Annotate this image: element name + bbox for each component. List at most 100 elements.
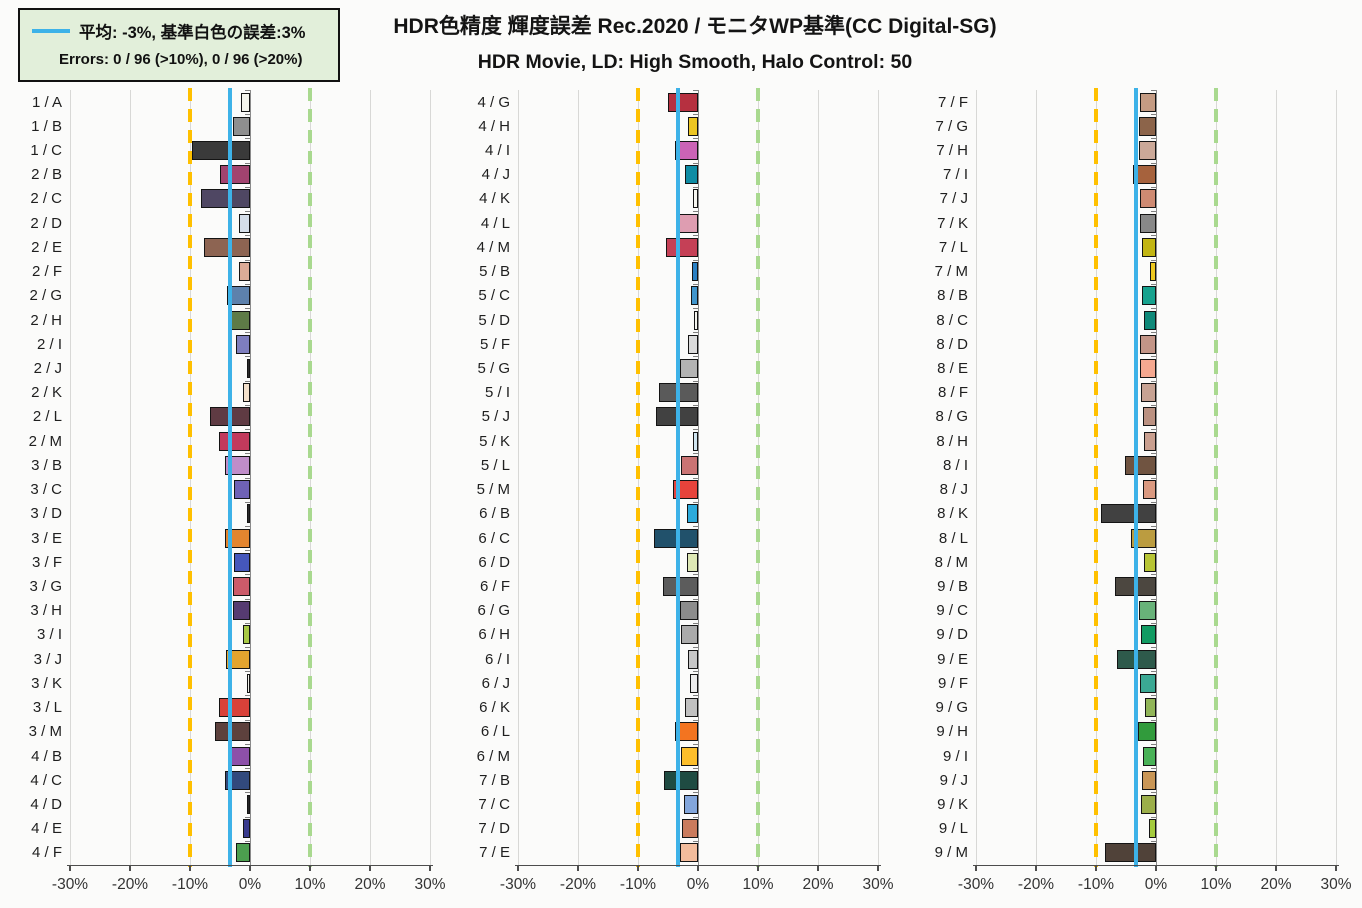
row-label: 9 / L (938, 820, 968, 838)
bar-5J (656, 407, 698, 427)
category-tick (692, 622, 698, 624)
bar-8K (1100, 504, 1156, 524)
bar-3G (232, 576, 250, 596)
bar-4K (693, 189, 698, 209)
category-tick (692, 792, 698, 794)
bar-2L (210, 407, 250, 427)
category-tick (692, 477, 698, 479)
row-label: 5 / C (478, 287, 510, 305)
category-tick (692, 114, 698, 116)
bar-3I (243, 625, 250, 645)
row-label: 5 / B (479, 263, 510, 281)
row-label: 7 / I (942, 166, 968, 184)
x-axis-tick (1095, 865, 1097, 871)
category-tick (692, 840, 698, 842)
category-tick (244, 114, 250, 116)
category-tick (244, 768, 250, 770)
bar-5K (692, 431, 698, 451)
row-label: 2 / D (30, 214, 62, 232)
x-axis-label: -30% (957, 876, 995, 893)
category-tick (1150, 307, 1156, 309)
x-axis (515, 865, 881, 866)
threshold-low-line (188, 88, 192, 867)
category-tick (692, 380, 698, 382)
bar-7H (1139, 141, 1156, 161)
category-tick (1150, 840, 1156, 842)
bar-9L (1149, 819, 1156, 839)
row-label: 6 / B (479, 505, 510, 523)
x-axis-label: -30% (499, 876, 537, 893)
bar-3K (247, 673, 250, 693)
gridline (190, 90, 191, 865)
category-tick (244, 598, 250, 600)
row-label: 7 / H (936, 142, 968, 160)
category-tick (692, 719, 698, 721)
bar-4E (242, 819, 250, 839)
average-line-swatch (32, 29, 70, 33)
category-tick (692, 768, 698, 770)
x-axis-tick (1035, 865, 1037, 871)
x-axis-tick (757, 865, 759, 871)
row-label: 9 / F (937, 674, 968, 692)
row-label: 7 / K (937, 214, 968, 232)
row-label: 7 / M (934, 263, 968, 281)
gridline (758, 90, 759, 865)
category-tick (692, 356, 698, 358)
category-tick (1150, 695, 1156, 697)
category-tick (692, 501, 698, 503)
threshold-high-line (756, 88, 760, 867)
category-tick (692, 235, 698, 237)
row-label: 5 / M (476, 481, 510, 499)
category-tick (244, 235, 250, 237)
category-tick (244, 719, 250, 721)
x-axis-label: 10% (294, 876, 326, 893)
row-label: 2 / J (33, 360, 62, 378)
category-tick (1150, 598, 1156, 600)
gridline (1276, 90, 1277, 865)
row-label: 3 / B (31, 456, 62, 474)
row-label: 4 / M (476, 238, 510, 256)
bar-8M (1144, 552, 1156, 572)
x-axis-label: 30% (862, 876, 894, 893)
category-tick (244, 356, 250, 358)
row-label: 2 / G (29, 287, 62, 305)
title-block: HDR色精度 輝度誤差 Rec.2020 / モニタWP基準(CC Digita… (340, 10, 1050, 74)
row-label: 8 / J (939, 481, 968, 499)
row-label: 9 / D (936, 626, 968, 644)
bar-5G (680, 359, 698, 379)
category-tick (692, 695, 698, 697)
x-axis-label: 10% (1200, 876, 1232, 893)
row-label: 7 / E (479, 844, 510, 862)
bar-9I (1143, 746, 1156, 766)
row-label: 4 / G (477, 93, 510, 111)
bar-4J (684, 165, 698, 185)
row-label: 8 / I (942, 456, 968, 474)
category-tick (1150, 719, 1156, 721)
category-tick (244, 90, 250, 91)
gridline (310, 90, 311, 865)
row-label: 3 / J (33, 650, 62, 668)
row-label: 8 / C (936, 311, 968, 329)
row-label: 8 / G (935, 408, 968, 426)
category-tick (1150, 671, 1156, 673)
bar-8C (1144, 310, 1156, 330)
x-axis-label: 20% (354, 876, 386, 893)
category-tick (1150, 332, 1156, 334)
row-label: 9 / I (942, 747, 968, 765)
category-tick (1150, 768, 1156, 770)
x-axis-label: 10% (742, 876, 774, 893)
bar-7G (1138, 116, 1156, 136)
category-tick (1150, 453, 1156, 455)
gridline (638, 90, 639, 865)
category-tick (244, 404, 250, 406)
category-tick (1150, 138, 1156, 140)
average-line (1134, 88, 1139, 867)
bar-4G (668, 92, 698, 112)
category-tick (1150, 574, 1156, 576)
bar-9B (1114, 576, 1156, 596)
x-axis-label: -10% (1077, 876, 1115, 893)
row-label: 6 / C (478, 529, 510, 547)
row-label: 3 / M (28, 723, 62, 741)
